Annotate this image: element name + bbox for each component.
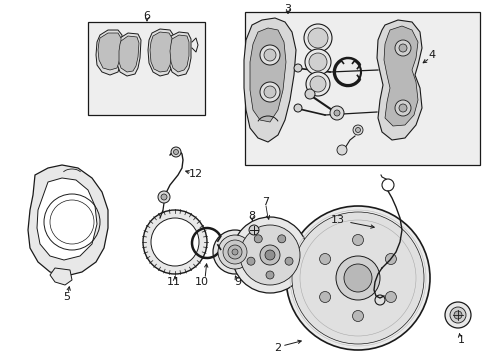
Polygon shape <box>148 29 174 76</box>
Circle shape <box>161 194 167 200</box>
Polygon shape <box>96 30 122 75</box>
Circle shape <box>264 250 274 260</box>
Circle shape <box>305 72 329 96</box>
Circle shape <box>223 240 246 264</box>
Circle shape <box>260 245 280 265</box>
Circle shape <box>355 127 360 132</box>
Circle shape <box>171 147 181 157</box>
Circle shape <box>277 235 285 243</box>
Polygon shape <box>28 165 108 276</box>
Circle shape <box>343 264 371 292</box>
Text: 12: 12 <box>188 169 203 179</box>
Text: 4: 4 <box>427 50 435 60</box>
Circle shape <box>352 234 363 246</box>
Polygon shape <box>50 268 72 285</box>
Text: 7: 7 <box>262 197 269 207</box>
Text: 8: 8 <box>248 211 255 221</box>
Circle shape <box>453 311 461 319</box>
Text: 13: 13 <box>330 215 345 225</box>
Circle shape <box>394 40 410 56</box>
Circle shape <box>246 257 254 265</box>
Circle shape <box>398 44 406 52</box>
Circle shape <box>333 110 339 116</box>
Circle shape <box>352 310 363 321</box>
Circle shape <box>285 257 292 265</box>
Circle shape <box>352 125 362 135</box>
Circle shape <box>394 100 410 116</box>
Text: 2: 2 <box>274 343 281 353</box>
Circle shape <box>260 82 280 102</box>
Circle shape <box>264 49 275 61</box>
Circle shape <box>304 24 331 52</box>
Circle shape <box>265 271 273 279</box>
Circle shape <box>158 191 170 203</box>
Circle shape <box>319 253 330 265</box>
Text: 6: 6 <box>143 11 150 21</box>
Text: 3: 3 <box>284 4 291 14</box>
Text: 10: 10 <box>195 277 208 287</box>
Circle shape <box>293 104 302 112</box>
Circle shape <box>449 307 465 323</box>
Polygon shape <box>170 35 189 72</box>
Text: 11: 11 <box>167 277 181 287</box>
Circle shape <box>335 256 379 300</box>
Circle shape <box>151 218 199 266</box>
Circle shape <box>319 292 330 302</box>
Polygon shape <box>383 26 417 126</box>
Circle shape <box>231 217 307 293</box>
Polygon shape <box>119 36 139 72</box>
Circle shape <box>291 212 423 344</box>
Polygon shape <box>244 18 295 142</box>
Circle shape <box>254 235 262 243</box>
Circle shape <box>240 225 299 285</box>
Circle shape <box>218 235 251 269</box>
Circle shape <box>444 302 470 328</box>
Circle shape <box>142 210 206 274</box>
Polygon shape <box>150 32 172 72</box>
Circle shape <box>264 86 275 98</box>
Circle shape <box>305 49 330 75</box>
Bar <box>88 22 204 115</box>
Circle shape <box>309 76 325 92</box>
Polygon shape <box>98 33 121 70</box>
Circle shape <box>173 149 178 154</box>
Circle shape <box>227 245 242 259</box>
Circle shape <box>260 45 280 65</box>
Polygon shape <box>117 33 141 76</box>
Text: 9: 9 <box>234 277 241 287</box>
Polygon shape <box>37 178 97 260</box>
Polygon shape <box>376 20 421 140</box>
Circle shape <box>385 253 396 265</box>
Circle shape <box>329 106 343 120</box>
Circle shape <box>307 28 327 48</box>
Circle shape <box>231 249 238 255</box>
Circle shape <box>293 64 302 72</box>
Circle shape <box>398 104 406 112</box>
Circle shape <box>385 292 396 302</box>
Bar <box>244 12 479 165</box>
Polygon shape <box>249 28 285 122</box>
Circle shape <box>308 53 326 71</box>
Polygon shape <box>169 32 191 76</box>
Text: 1: 1 <box>457 335 464 345</box>
Circle shape <box>248 225 259 235</box>
Circle shape <box>285 206 429 350</box>
Circle shape <box>213 230 257 274</box>
Circle shape <box>336 145 346 155</box>
Text: 5: 5 <box>63 292 70 302</box>
Circle shape <box>305 89 314 99</box>
